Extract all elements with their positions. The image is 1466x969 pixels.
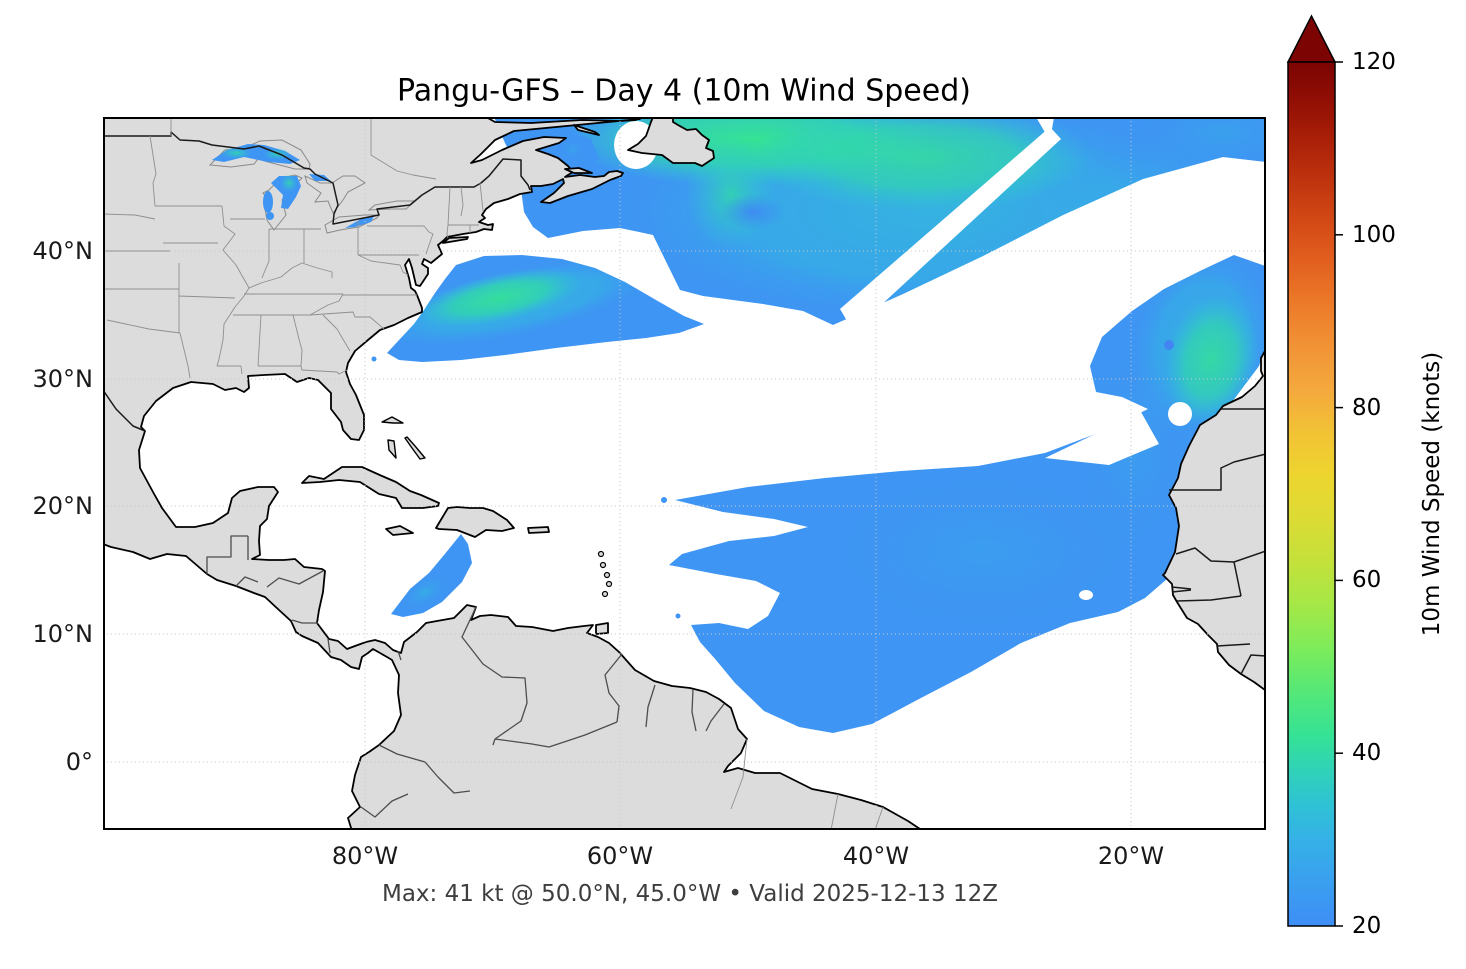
border-mauritania-mali [1233, 550, 1266, 563]
land-trinidad [595, 622, 609, 635]
land-long-island [442, 236, 469, 244]
border-colombia-venezuela [461, 606, 528, 740]
border-guyana-suriname [645, 684, 656, 728]
cb-tick-60: 60 [1352, 567, 1382, 593]
cb-tick-120: 120 [1352, 49, 1396, 75]
land-cuba [301, 466, 440, 509]
border-frguiana-brazil [705, 703, 725, 732]
land-pei [564, 167, 593, 174]
country-borders-dark [103, 131, 1266, 675]
border-wsahara-mauritania [1169, 453, 1266, 491]
border-senegal-mali [1233, 561, 1242, 597]
chart-title: Pangu-GFS – Day 4 (10m Wind Speed) [397, 73, 971, 109]
border-mexico-guatemala-belize [206, 535, 249, 574]
border-gambia [1171, 586, 1192, 593]
wind-speck [371, 356, 377, 362]
land-americas [103, 117, 924, 830]
border-panama-colombia [397, 650, 402, 661]
x-tick-60w: 60°W [586, 842, 654, 870]
border-us-mexico [103, 389, 146, 432]
y-tick-10n: 10°N [32, 620, 94, 648]
lake-wind-layer [212, 144, 374, 228]
y-tick-0: 0° [65, 748, 93, 776]
colorbar-axis-label: 10m Wind Speed (knots) [1419, 351, 1445, 637]
wind-speck [675, 613, 681, 619]
border-guatemala-elsalvador [235, 576, 259, 587]
land-layer [103, 117, 1266, 830]
x-tick-40w: 40°W [842, 842, 910, 870]
cb-tick-40: 40 [1352, 740, 1382, 766]
border-us-canada [103, 131, 531, 225]
wind-shading-layer [371, 117, 1266, 733]
cb-tick-100: 100 [1352, 222, 1396, 248]
land-hispaniola [435, 506, 515, 538]
x-tick-20w: 20°W [1097, 842, 1165, 870]
border-liberia [1240, 654, 1266, 675]
wind-speck [661, 497, 667, 503]
border-peru-colombia [424, 761, 471, 794]
canary-islands-hole [1168, 402, 1192, 426]
y-tick-40n: 40°N [32, 237, 94, 265]
cb-tick-80: 80 [1352, 395, 1382, 421]
white-notch [1036, 117, 1054, 141]
colorbar-tick-marks [1335, 61, 1343, 927]
border-honduras-nicaragua [266, 570, 324, 588]
wind-lake-erie [345, 216, 374, 228]
border-suriname-frguiana [691, 688, 697, 732]
border-brazil-venezuela [492, 721, 618, 748]
white-slash-gap [840, 127, 1061, 331]
border-colombia-ecuador [378, 744, 426, 763]
land-puerto-rico [527, 526, 550, 534]
madeira-spot [1164, 340, 1174, 350]
border-costarica-panama [327, 638, 331, 654]
border-mauritania-senegal [1175, 547, 1235, 563]
land-lesser-antilles [597, 550, 613, 598]
state-borders [103, 117, 884, 830]
cape-verde-hole [1079, 590, 1093, 600]
border-guinea-sierraleone [1216, 643, 1251, 647]
plot-border [103, 117, 1266, 830]
border-nicaragua-costarica [291, 619, 318, 624]
colorbar-bar [1287, 61, 1336, 927]
caption-max-valid: Max: 41 kt @ 50.0°N, 45.0°W • Valid 2025… [381, 881, 999, 907]
border-brazil-states [730, 738, 884, 830]
x-tick-80w: 80°W [331, 842, 399, 870]
land-africa [1162, 350, 1266, 691]
map-canvas [103, 117, 1266, 830]
land-anticosti [573, 124, 600, 136]
colorbar-extend-arrow [1286, 14, 1337, 63]
land-jamaica [385, 525, 414, 536]
cb-tick-20: 20 [1352, 913, 1382, 939]
border-senegal-guinea [1176, 595, 1242, 602]
y-tick-20n: 20°N [32, 492, 94, 520]
country-borders-gray [206, 535, 725, 818]
colorbar [1286, 14, 1343, 927]
gridlines [103, 117, 1266, 830]
border-canada-provinces [170, 117, 437, 180]
land-bahamas [381, 416, 426, 460]
land-newfoundland [627, 117, 715, 167]
y-tick-30n: 30°N [32, 365, 94, 393]
border-venezuela-guyana [604, 653, 623, 723]
border-ecuador-peru [360, 793, 409, 818]
